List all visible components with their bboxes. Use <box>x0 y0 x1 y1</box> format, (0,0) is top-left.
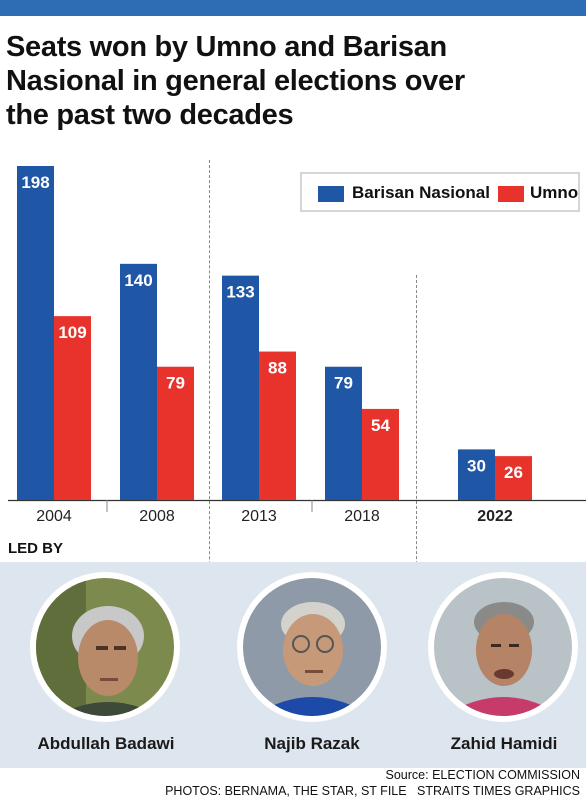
portrait-photo <box>434 578 572 716</box>
data-label: 198 <box>21 173 49 192</box>
x-tick-label: 2018 <box>344 508 380 525</box>
chart-legend: Barisan Nasional Umno <box>300 172 580 212</box>
bar-chart: 198 109 2004 140 79 2008 133 88 2013 79 54 2018 30 26… <box>8 166 586 525</box>
credits-note: PHOTOS: BERNAMA, THE STAR, ST FILE STRAI… <box>165 784 580 798</box>
portrait-zahid-hamidi <box>428 572 578 722</box>
portrait-abdullah-badawi <box>30 572 180 722</box>
portrait-najib-razak <box>237 572 387 722</box>
bar <box>17 166 54 500</box>
legend-swatch-umno <box>498 186 524 202</box>
period-separator <box>416 275 417 760</box>
bar <box>157 366 194 500</box>
title-line: Nasional in general elections over <box>6 65 465 97</box>
bar <box>222 275 259 500</box>
x-tick-label: 2008 <box>139 508 175 525</box>
portrait-photo <box>36 578 174 716</box>
x-tick-label: 2022 <box>477 508 513 525</box>
data-label: 26 <box>504 463 523 482</box>
legend-label-barisan: Barisan Nasional <box>352 183 490 202</box>
bar <box>495 456 532 500</box>
portrait-photo <box>243 578 381 716</box>
data-label: 79 <box>166 374 185 393</box>
led-by-label: LED BY <box>8 540 64 557</box>
data-label: 54 <box>371 416 390 435</box>
bar <box>120 263 157 500</box>
leader-name: Abdullah Badawi <box>37 734 175 753</box>
data-label: 133 <box>226 283 254 302</box>
bar <box>325 366 362 500</box>
title-line: Seats won by Umno and Barisan <box>6 31 447 63</box>
bar <box>259 351 296 500</box>
top-accent-bar <box>0 0 586 16</box>
chart-title: Seats won by Umno and Barisan Nasional i… <box>6 30 576 132</box>
leader-name: Zahid Hamidi <box>450 734 558 753</box>
bar <box>54 316 91 500</box>
data-label: 88 <box>268 359 287 378</box>
source-note: Source: ELECTION COMMISSION <box>385 768 580 782</box>
data-label: 140 <box>124 271 152 290</box>
title-line: the past two decades <box>6 99 294 131</box>
data-label: 79 <box>334 374 353 393</box>
data-label: 109 <box>58 323 86 342</box>
bar <box>458 449 495 500</box>
x-tick-label: 2004 <box>36 508 72 525</box>
period-separator <box>209 160 210 760</box>
leader-name: Najib Razak <box>264 734 360 753</box>
legend-swatch-barisan <box>318 186 344 202</box>
legend-label-umno: Umno <box>530 183 579 202</box>
data-label: 30 <box>467 456 486 475</box>
bar <box>362 408 399 500</box>
x-tick-label: 2013 <box>241 508 277 525</box>
